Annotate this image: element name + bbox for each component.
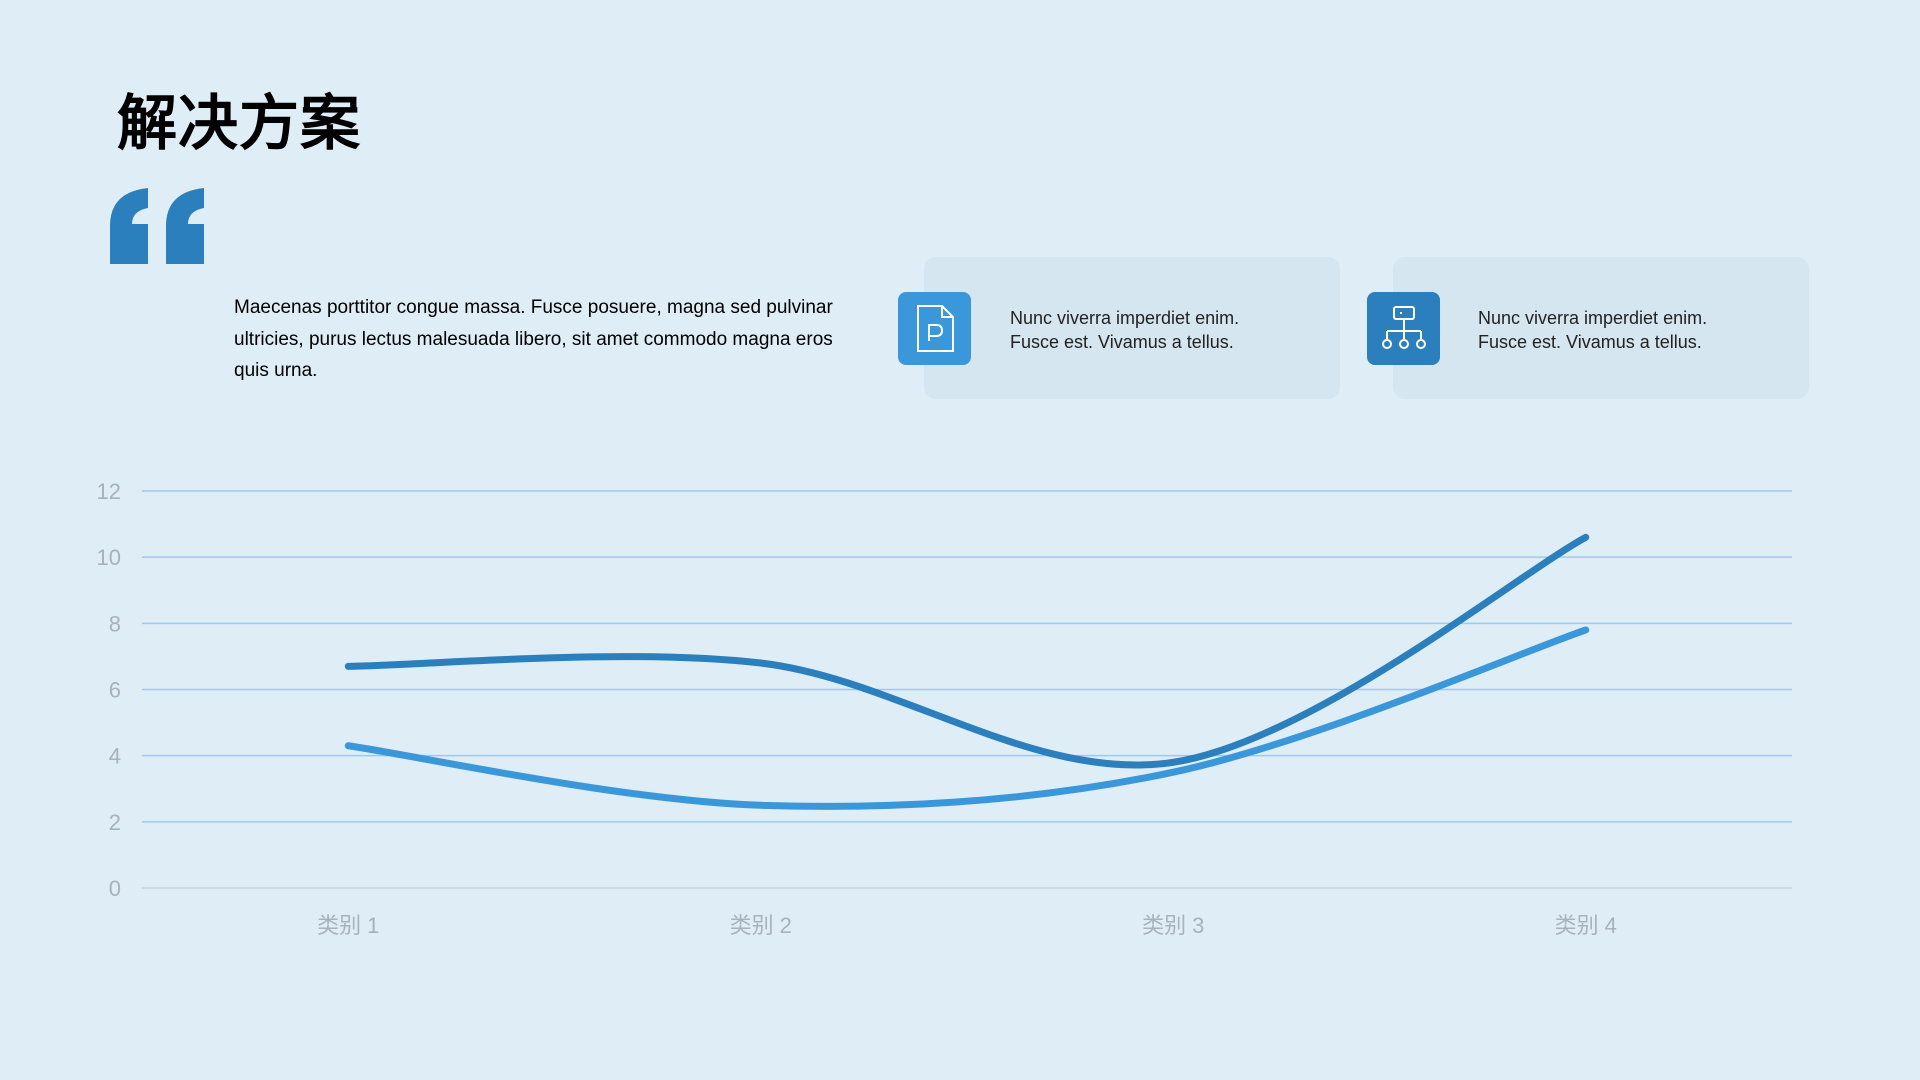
line-chart: 0 2 4 6 8 10 12 类别 1 类别 2 类别 3 类别 4 (97, 479, 1792, 938)
org-chart-icon (1381, 305, 1426, 349)
info-card-2-text: Nunc viverra imperdiet enim. Fusce est. … (1478, 308, 1708, 352)
y-tick-label: 6 (109, 678, 121, 703)
info-card-1-text: Nunc viverra imperdiet enim. Fusce est. … (1010, 308, 1240, 352)
body-text: Maecenas porttitor congue massa. Fusce p… (234, 297, 833, 381)
x-tick-label: 类别 2 (730, 913, 792, 938)
chart-series (344, 533, 1590, 810)
x-tick-label: 类别 3 (1142, 913, 1204, 938)
y-tick-label: 10 (97, 545, 121, 570)
x-axis-ticks: 类别 1 类别 2 类别 3 类别 4 (317, 913, 1617, 938)
info-card-2 (1393, 257, 1809, 399)
y-tick-label: 0 (109, 876, 121, 901)
series-line-2 (344, 626, 1590, 810)
info-card-2-icon-tile (1367, 292, 1440, 365)
quote-icon (110, 188, 204, 264)
chart-gridlines (142, 490, 1792, 889)
y-tick-label: 4 (109, 744, 121, 769)
x-tick-label: 类别 1 (317, 913, 379, 938)
document-p-icon (916, 304, 954, 352)
y-tick-label: 8 (109, 611, 121, 636)
y-tick-label: 12 (97, 479, 121, 504)
info-card-1-icon-tile (898, 292, 971, 365)
x-tick-label: 类别 4 (1555, 913, 1617, 938)
info-card-1 (924, 257, 1340, 399)
y-tick-label: 2 (109, 810, 121, 835)
page-title: 解决方案 (117, 89, 361, 159)
series-line-1 (344, 533, 1590, 769)
y-axis-ticks: 0 2 4 6 8 10 12 (97, 479, 121, 901)
